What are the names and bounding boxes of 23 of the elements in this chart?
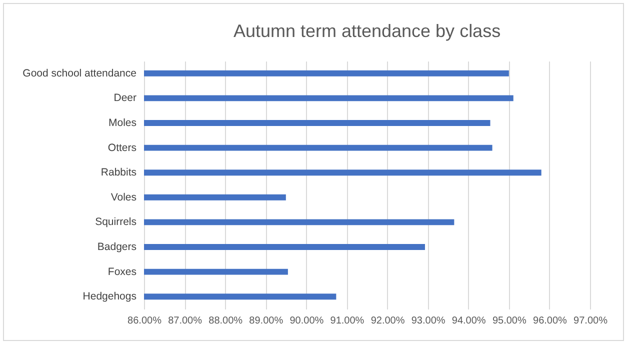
- x-tick-label: 89.00%: [249, 316, 284, 326]
- x-tick-label: 95.00%: [492, 316, 526, 326]
- x-tick-label: 87.00%: [168, 316, 202, 326]
- chart-title: Autumn term attendance by class: [233, 21, 501, 41]
- y-tick-label: Good school attendance: [22, 67, 137, 80]
- y-tick-label: Otters: [108, 142, 136, 154]
- y-tick-label: Deer: [114, 92, 137, 104]
- x-tick-label: 92.00%: [370, 316, 405, 326]
- y-tick-label: Badgers: [97, 241, 136, 253]
- x-tick-label: 97.00%: [574, 316, 608, 326]
- y-tick-label: Foxes: [108, 266, 136, 278]
- y-tick-label: Voles: [110, 191, 136, 204]
- y-tick-label: Hedgehogs: [82, 290, 136, 303]
- y-tick-label: Moles: [108, 117, 136, 129]
- x-tick-label: 88.00%: [208, 316, 243, 326]
- x-tick-label: 86.00%: [128, 316, 162, 326]
- x-tick-label: 91.00%: [330, 316, 364, 326]
- x-tick-label: 96.00%: [532, 316, 568, 326]
- y-tick-label: Squirrels: [95, 216, 136, 228]
- x-tick-label: 94.00%: [452, 316, 486, 326]
- y-tick-label: Rabbits: [100, 166, 136, 179]
- x-tick-label: 93.00%: [411, 316, 446, 326]
- x-tick-label: 90.00%: [290, 316, 324, 326]
